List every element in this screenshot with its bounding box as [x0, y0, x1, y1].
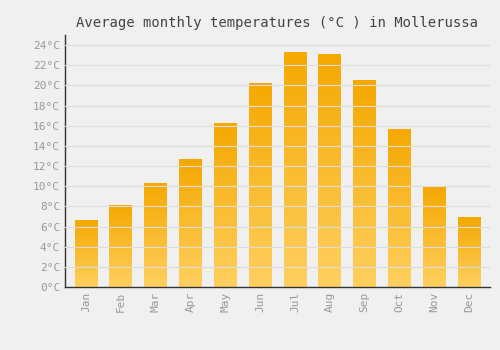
Title: Average monthly temperatures (°C ) in Mollerussa: Average monthly temperatures (°C ) in Mo…: [76, 16, 478, 30]
